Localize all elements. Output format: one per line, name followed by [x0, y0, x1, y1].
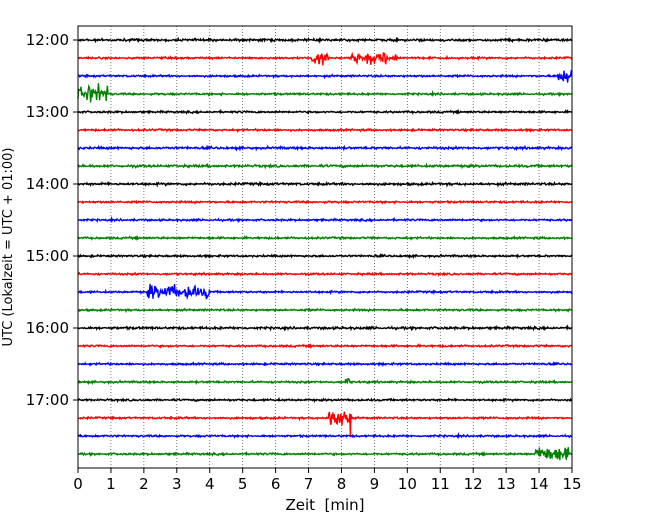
x-tick-label-13: 13: [497, 475, 516, 493]
trace-10: [77, 215, 573, 224]
trace-23: [77, 447, 573, 461]
y-tick-label-4: 16:00: [26, 319, 69, 337]
x-tick-label-14: 14: [530, 475, 549, 493]
plot-frame: [77, 25, 573, 469]
trace-15: [77, 307, 572, 314]
trace-2: [77, 69, 573, 83]
x-tick-label-15: 15: [562, 475, 581, 493]
x-tick-label-4: 4: [205, 475, 215, 493]
trace-12: [77, 252, 573, 260]
x-tick-label-3: 3: [172, 475, 182, 493]
x-axis-label: Zeit [min]: [285, 496, 364, 514]
trace-14: [77, 283, 573, 301]
trace-1: [77, 51, 573, 66]
x-tick-label-0: 0: [73, 475, 83, 493]
trace-20: [77, 396, 573, 404]
trace-6: [77, 144, 573, 152]
trace-11: [77, 235, 572, 242]
y-tick-label-5: 17:00: [26, 391, 69, 409]
y-tick-label-2: 14:00: [26, 175, 69, 193]
trace-22: [77, 431, 572, 440]
x-tick-label-1: 1: [106, 475, 116, 493]
trace-19: [77, 378, 573, 386]
trace-3: [77, 83, 572, 103]
x-tick-label-9: 9: [370, 475, 380, 493]
x-tick-label-6: 6: [271, 475, 281, 493]
trace-7: [77, 162, 573, 170]
trace-18: [77, 360, 572, 367]
y-tick-label-0: 12:00: [26, 31, 69, 49]
x-tick-label-11: 11: [431, 475, 450, 493]
plot-background: [78, 26, 572, 468]
x-tick-label-12: 12: [464, 475, 483, 493]
trace-4: [77, 108, 573, 116]
trace-group: [77, 36, 573, 461]
y-tick-label-1: 13:00: [26, 103, 69, 121]
trace-5: [77, 127, 573, 133]
trace-0: [77, 36, 572, 45]
y-axis: 12:00 13:00 14:00 15:00 16:00 17:00: [26, 31, 78, 409]
trace-21: [77, 411, 573, 438]
trace-17: [77, 343, 573, 350]
trace-9: [77, 199, 573, 205]
x-axis: 0 1 2 3 4 5 6 7 8 9 10 11 12 13 14 15: [73, 468, 582, 493]
trace-16: [77, 324, 573, 332]
x-tick-label-5: 5: [238, 475, 248, 493]
y-tick-label-3: 15:00: [26, 247, 69, 265]
trace-8: [77, 180, 573, 188]
x-tick-label-10: 10: [398, 475, 417, 493]
x-tick-label-8: 8: [337, 475, 347, 493]
x-tick-label-7: 7: [304, 475, 314, 493]
x-tick-label-2: 2: [139, 475, 149, 493]
y-axis-label: UTC (Lokalzeit = UTC + 01:00): [1, 148, 16, 347]
trace-13: [77, 271, 573, 277]
